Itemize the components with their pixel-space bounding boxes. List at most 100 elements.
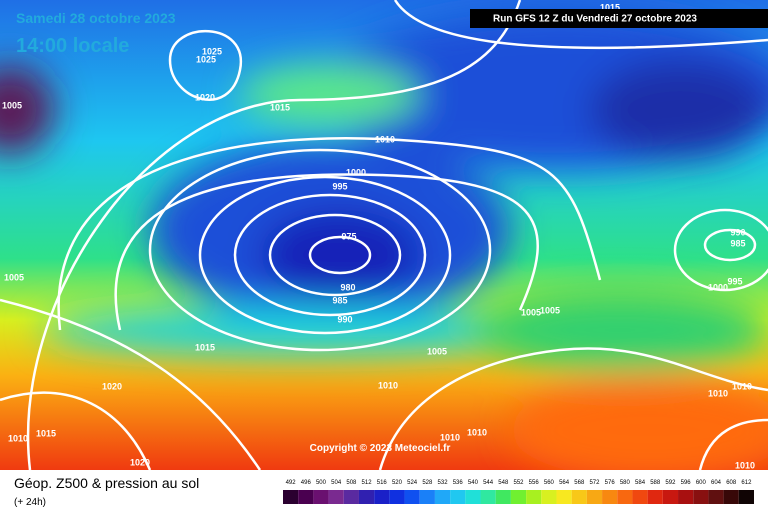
isobar-label: 985 [730, 238, 745, 248]
isobar-label: 1005 [427, 346, 447, 356]
isobar-label: 1005 [540, 305, 560, 315]
isobar-label: 1005 [4, 272, 24, 282]
colorbar-swatch [434, 490, 451, 504]
colorbar-swatch [723, 490, 739, 504]
colorbar-swatch [283, 490, 299, 504]
colorbar-swatch [617, 490, 633, 504]
isobar-label: 1010 [467, 427, 487, 437]
colorbar-swatch [374, 490, 390, 504]
isobar-label: 1015 [270, 102, 290, 112]
colorbar-swatch [465, 490, 481, 504]
colorbar-swatch [556, 490, 572, 504]
isobar-label: 1000 [708, 282, 728, 292]
colorbar-label: 540 [468, 480, 479, 486]
isobar-label: 995 [727, 276, 742, 286]
colorbar-swatch [526, 490, 542, 504]
isobar-label: 1015 [600, 2, 620, 12]
colorbar-swatch [404, 490, 420, 504]
isobar-label: 1005 [2, 100, 22, 110]
colorbar-swatch [313, 490, 329, 504]
isobar-label: 1010 [8, 433, 28, 443]
time: 14:00 locale [16, 35, 129, 57]
colorbar-swatch [586, 490, 603, 504]
colorbar-swatch [632, 490, 648, 504]
isobars [0, 0, 768, 470]
colorbar-label: 504 [331, 480, 342, 486]
colorbar-label: 592 [665, 480, 676, 486]
colorbar-label: 596 [681, 480, 692, 486]
colorbar-swatch [510, 490, 527, 504]
colorbar-label: 496 [301, 480, 312, 486]
isobar-label: 1010 [732, 381, 752, 391]
isobar-label: 1020 [195, 92, 215, 102]
isobar-label: 1020 [130, 457, 150, 467]
isobar-label: 1010 [378, 380, 398, 390]
isobar-label: 1020 [102, 381, 122, 391]
colorbar-label: 524 [407, 480, 418, 486]
colorbar-swatch [450, 490, 466, 504]
colorbar-swatch [541, 490, 557, 504]
colorbar-label: 508 [346, 480, 357, 486]
colorbar-label: 580 [620, 480, 631, 486]
colorbar-label: 564 [559, 480, 570, 486]
colorbar-label: 544 [483, 480, 494, 486]
colorbar-label: 604 [711, 480, 722, 486]
colorbar-label: 548 [498, 480, 509, 486]
run-banner [470, 9, 768, 28]
colorbar-swatch [708, 490, 724, 504]
colorbar-swatch [693, 490, 709, 504]
colorbar-label: 588 [650, 480, 661, 486]
colorbar-label: 608 [726, 480, 737, 486]
isobar-label: 1010 [440, 432, 460, 442]
copyright: Copyright © 2023 Meteociel.fr [310, 443, 451, 454]
colorbar-swatch [480, 490, 496, 504]
colorbar-swatch [389, 490, 405, 504]
colorbar-swatch [358, 490, 375, 504]
isobar-label: 1015 [36, 428, 56, 438]
colorbar-label: 600 [696, 480, 707, 486]
isobar-label: 995 [332, 181, 347, 191]
colorbar-label: 516 [377, 480, 388, 486]
colorbar: 492 496 500 504 508 512 516 520 524 528 532 536 540 5… [283, 480, 754, 504]
colorbar-label: 528 [422, 480, 433, 486]
colorbar-swatch [419, 490, 435, 504]
colorbar-label: 492 [286, 480, 297, 486]
isobar-label: 985 [332, 295, 347, 305]
colorbar-label: 536 [453, 480, 464, 486]
colorbar-label: 584 [635, 480, 646, 486]
colorbar-label: 500 [316, 480, 327, 486]
colorbar-label: 560 [544, 480, 555, 486]
colorbar-swatch [662, 490, 679, 504]
isobar-label: 1000 [346, 167, 366, 177]
isobar-label: 990 [730, 227, 745, 237]
colorbar-swatch [298, 490, 314, 504]
colorbar-label: 552 [513, 480, 524, 486]
colorbar-swatch [738, 490, 754, 504]
colorbar-swatch [678, 490, 694, 504]
colorbar-label: 576 [605, 480, 616, 486]
colorbar-label: 512 [362, 480, 373, 486]
date: Samedi 28 octobre 2023 [16, 10, 176, 26]
run-info: Run GFS 12 Z du Vendredi 27 octobre 2023 [493, 14, 697, 25]
isobar-label: 1015 [195, 342, 215, 352]
isobar-label: 1025 [196, 54, 216, 64]
colorbar-swatch [343, 490, 359, 504]
colorbar-label: 612 [741, 480, 752, 486]
isobar-label: 1005 [521, 307, 541, 317]
colorbar-label: 556 [529, 480, 540, 486]
isobar-label: 975 [341, 231, 356, 241]
isobar-label: 980 [340, 282, 355, 292]
isobar-label: 990 [337, 314, 352, 324]
isobar-label: 1010 [375, 134, 395, 144]
isobar-label: 1010 [708, 388, 728, 398]
field [0, 0, 768, 480]
footer-lead: (+ 24h) [14, 497, 46, 508]
colorbar-swatch [328, 490, 344, 504]
colorbar-swatch [647, 490, 663, 504]
footer-title: Géop. Z500 & pression au sol [14, 475, 199, 491]
colorbar-swatch [495, 490, 511, 504]
colorbar-label: 520 [392, 480, 403, 486]
colorbar-label: 572 [589, 480, 600, 486]
